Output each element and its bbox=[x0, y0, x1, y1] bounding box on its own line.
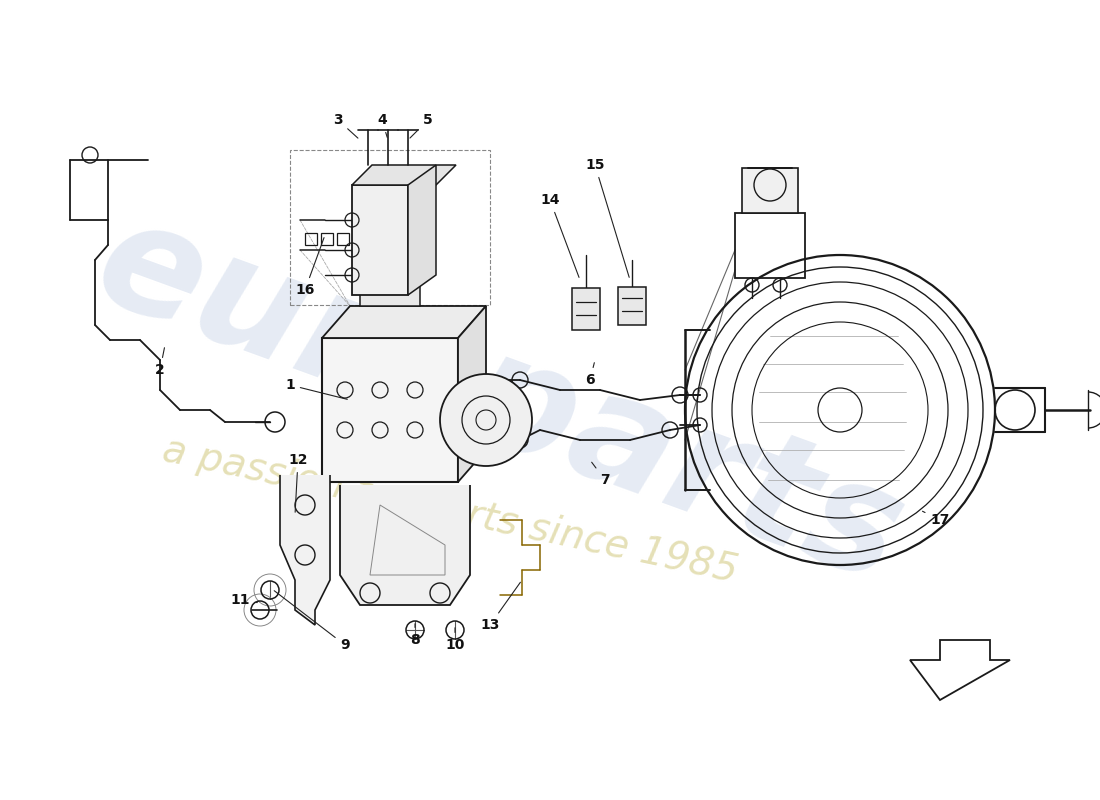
Circle shape bbox=[403, 253, 412, 263]
Bar bbox=[337, 233, 349, 245]
Text: 1: 1 bbox=[285, 378, 348, 399]
Text: 8: 8 bbox=[410, 624, 420, 647]
Bar bbox=[742, 168, 797, 213]
Bar bbox=[572, 288, 600, 330]
Text: europarts: europarts bbox=[78, 186, 922, 614]
Text: 10: 10 bbox=[446, 628, 464, 652]
Text: 5: 5 bbox=[410, 113, 433, 138]
Bar bbox=[735, 213, 805, 278]
Bar bbox=[360, 278, 420, 306]
Text: a passion for parts since 1985: a passion for parts since 1985 bbox=[158, 430, 741, 590]
Text: 9: 9 bbox=[274, 590, 350, 652]
Bar bbox=[352, 185, 408, 295]
Text: 7: 7 bbox=[592, 462, 609, 487]
Text: 14: 14 bbox=[540, 193, 579, 278]
Circle shape bbox=[440, 374, 532, 466]
Text: 6: 6 bbox=[585, 362, 595, 387]
Text: 11: 11 bbox=[230, 593, 257, 607]
Circle shape bbox=[385, 253, 395, 263]
Polygon shape bbox=[458, 306, 486, 482]
Bar bbox=[305, 233, 317, 245]
Polygon shape bbox=[340, 485, 470, 605]
Bar bbox=[321, 233, 333, 245]
Polygon shape bbox=[352, 165, 456, 185]
Bar bbox=[322, 338, 458, 482]
Bar bbox=[618, 287, 646, 325]
Text: 2: 2 bbox=[155, 348, 165, 377]
Text: 13: 13 bbox=[481, 582, 520, 632]
Text: 17: 17 bbox=[923, 511, 949, 527]
Text: 3: 3 bbox=[333, 113, 358, 138]
Text: 4: 4 bbox=[377, 113, 387, 138]
Polygon shape bbox=[322, 306, 486, 338]
Text: 16: 16 bbox=[295, 238, 324, 297]
Polygon shape bbox=[408, 165, 436, 295]
Circle shape bbox=[367, 253, 377, 263]
Text: 12: 12 bbox=[288, 453, 308, 512]
Text: 15: 15 bbox=[585, 158, 629, 278]
Polygon shape bbox=[280, 475, 330, 625]
Bar bbox=[290, 150, 490, 305]
